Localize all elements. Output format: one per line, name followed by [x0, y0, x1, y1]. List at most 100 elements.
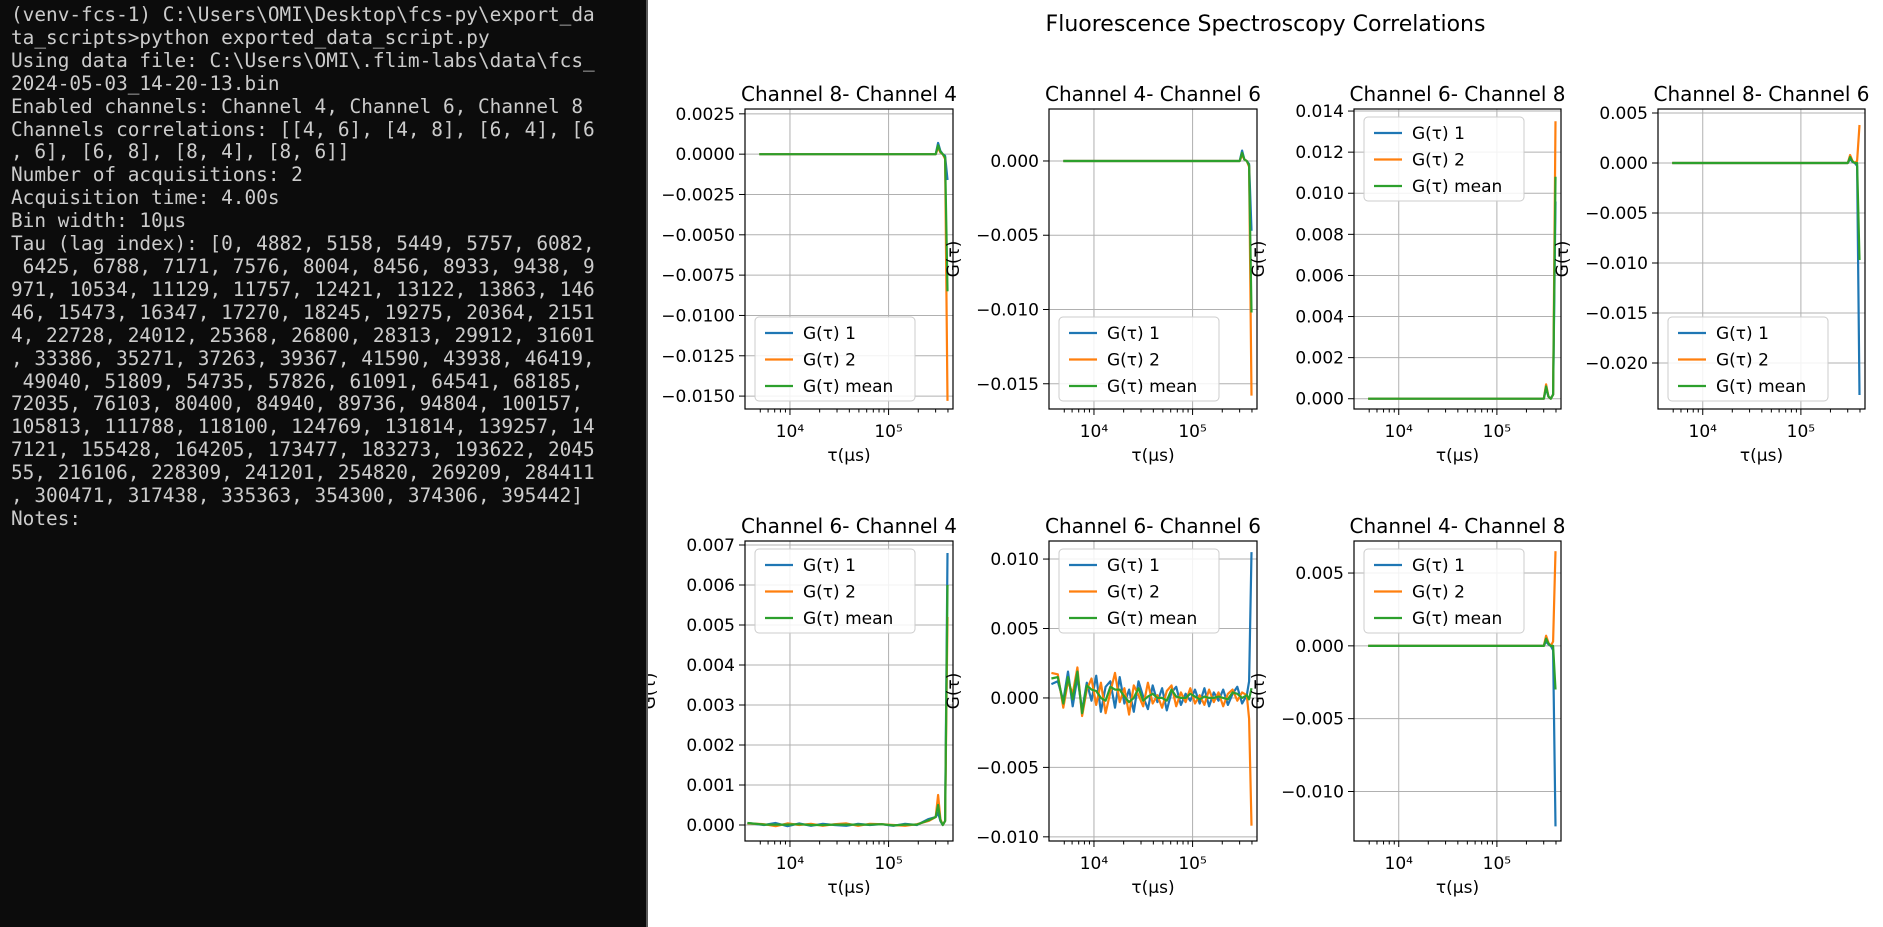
y-tick-label: 0.000: [1295, 390, 1344, 410]
chart-5: 10⁴ 10⁵ 0.007 0.006 0.005 0.004 0.003 0.002 0.00…: [648, 514, 957, 898]
terminal-line: Using data file: C:\Users\OMI\.flim-labs…: [11, 48, 595, 72]
y-tick-label: 0.005: [686, 616, 735, 636]
y-tick-label: 0.000: [990, 689, 1039, 709]
y-tick-label: 0.000: [990, 152, 1039, 172]
terminal-line: ta_scripts>python exported_data_script.p…: [11, 25, 490, 49]
legend: G(τ) 1 G(τ) 2 G(τ) mean: [1667, 316, 1829, 402]
y-tick-label: 0.003: [686, 696, 735, 716]
legend: G(τ) 1 G(τ) 2 G(τ) mean: [1058, 316, 1220, 402]
x-axis-label: τ(µs): [1740, 446, 1783, 466]
series-line-1: [1368, 640, 1557, 827]
y-tick-label: −0.0125: [661, 347, 735, 367]
terminal-line: Number of acquisitions: 2: [11, 163, 303, 187]
legend-box: [754, 548, 916, 634]
legend-box: [1058, 316, 1220, 402]
series-line-3: [1368, 176, 1557, 400]
legend-label: G(τ) mean: [1107, 377, 1197, 397]
legend-box: [1058, 548, 1220, 634]
y-tick-label: 0.004: [686, 656, 735, 676]
series-line-3: [759, 144, 949, 292]
legend-label: G(τ) 2: [1412, 583, 1465, 603]
terminal-line: 105813, 111788, 118100, 124769, 131814, …: [11, 415, 595, 439]
y-tick-label: −0.0050: [661, 226, 735, 246]
x-tick-label: 10⁴: [1689, 422, 1718, 442]
terminal-line: 6425, 6788, 7171, 7576, 8004, 8456, 8933…: [11, 254, 595, 278]
terminal-line: 971, 10534, 11129, 11757, 12421, 13122, …: [11, 277, 595, 301]
y-tick-label: 0.002: [1295, 349, 1344, 369]
legend: G(τ) 1 G(τ) 2 G(τ) mean: [1363, 116, 1525, 202]
legend-label: G(τ) 2: [1107, 583, 1160, 603]
terminal-line: 4, 22728, 24012, 25368, 26800, 28313, 29…: [11, 323, 595, 347]
chart-title: Channel 6- Channel 4: [741, 514, 957, 538]
x-tick-label: 10⁵: [874, 854, 902, 874]
y-tick-label: −0.015: [1585, 304, 1648, 324]
series-line-2: [747, 616, 949, 828]
terminal-line: , 33386, 35271, 37263, 39367, 41590, 439…: [11, 346, 595, 370]
x-tick-label: 10⁵: [1178, 422, 1206, 442]
y-axis-label: G(τ): [1249, 241, 1269, 278]
terminal-line: 55, 216106, 228309, 241201, 254820, 2692…: [11, 461, 595, 485]
terminal-window[interactable]: (venv-fcs-1) C:\Users\OMI\Desktop\fcs-py…: [0, 0, 646, 927]
x-tick-label: 10⁵: [1178, 854, 1206, 874]
series-line-3: [1368, 637, 1557, 690]
series-line-3: [1672, 155, 1861, 261]
axes-frame: [744, 540, 954, 842]
y-tick-label: −0.0100: [661, 306, 735, 326]
y-tick-label: −0.015: [976, 375, 1039, 395]
y-tick-label: 0.006: [1295, 266, 1344, 286]
x-axis-label: τ(µs): [1436, 446, 1479, 466]
x-axis-label: τ(µs): [1436, 878, 1479, 898]
chart-4: 10⁴ 10⁵ 0.005 0.000 −0.005 −0.010 −0.015 −0.020…: [1553, 82, 1869, 466]
y-tick-label: 0.010: [1295, 184, 1344, 204]
y-tick-label: −0.005: [976, 226, 1039, 246]
legend: G(τ) 1 G(τ) 2 G(τ) mean: [1363, 548, 1525, 634]
chart-title: Channel 8- Channel 6: [1654, 82, 1870, 106]
axes-frame: [744, 108, 954, 410]
legend-label: G(τ) mean: [1412, 609, 1502, 629]
series-line-2: [1051, 666, 1253, 826]
y-tick-label: −0.010: [1281, 782, 1344, 802]
y-tick-label: 0.010: [990, 550, 1039, 570]
series-line-3: [747, 584, 949, 827]
x-axis-label: τ(µs): [827, 446, 870, 466]
legend-label: G(τ) mean: [1412, 177, 1502, 197]
terminal-line: , 6], [6, 8], [8, 4], [8, 6]]: [11, 140, 350, 164]
terminal-line: , 300471, 317438, 335363, 354300, 374306…: [11, 484, 584, 508]
window-divider: [646, 0, 648, 927]
series-line-1: [759, 141, 949, 181]
y-tick-label: −0.0025: [661, 185, 735, 205]
legend-box: [754, 316, 916, 402]
y-axis-label: G(τ): [1249, 673, 1269, 710]
legend-label: G(τ) 1: [803, 324, 856, 344]
legend-label: G(τ) mean: [803, 609, 893, 629]
y-tick-label: 0.005: [1295, 564, 1344, 584]
series-line-1: [1368, 201, 1557, 400]
y-tick-label: −0.010: [976, 828, 1039, 848]
x-axis-label: τ(µs): [827, 878, 870, 898]
y-tick-label: −0.005: [1281, 710, 1344, 730]
axes-frame: [1048, 108, 1258, 410]
x-axis-label: τ(µs): [1131, 878, 1174, 898]
y-tick-label: 0.000: [686, 816, 735, 836]
y-tick-label: −0.010: [976, 300, 1039, 320]
legend-label: G(τ) mean: [1716, 377, 1806, 397]
chart-title: Channel 6- Channel 6: [1045, 514, 1261, 538]
y-tick-label: 0.0000: [676, 145, 735, 165]
y-tick-label: −0.0150: [661, 387, 735, 407]
y-tick-label: −0.005: [1585, 204, 1648, 224]
y-tick-label: −0.005: [976, 758, 1039, 778]
y-tick-label: 0.006: [686, 576, 735, 596]
y-axis-label: G(τ): [944, 673, 964, 710]
y-tick-label: 0.012: [1295, 143, 1344, 163]
terminal-line: Enabled channels: Channel 4, Channel 6, …: [11, 94, 584, 118]
x-tick-label: 10⁴: [776, 422, 805, 442]
legend-box: [1363, 116, 1525, 202]
terminal-line: Acquisition time: 4.00s: [11, 186, 280, 210]
y-tick-label: 0.007: [686, 536, 735, 556]
legend-label: G(τ) mean: [1107, 609, 1197, 629]
terminal-line: 2024-05-03_14-20-13.bin: [11, 71, 280, 95]
series-line-2: [1672, 124, 1861, 165]
y-tick-label: 0.014: [1295, 102, 1344, 122]
y-tick-label: 0.000: [1295, 637, 1344, 657]
legend-label: G(τ) 1: [803, 556, 856, 576]
